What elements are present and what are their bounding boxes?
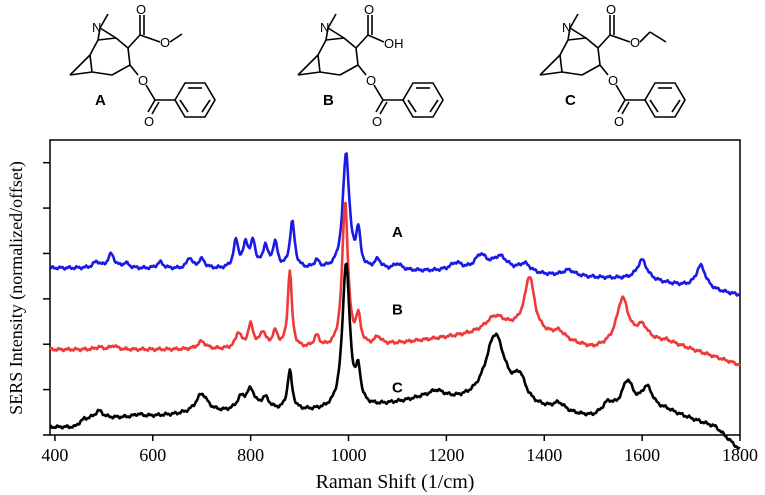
spectrum-line-c — [49, 262, 741, 450]
oxygen-atom-b2: O — [366, 73, 376, 88]
oxygen-atom-b1: O — [364, 2, 374, 17]
x-tick-label: 1800 — [722, 445, 758, 465]
nitrogen-atom-a: N — [92, 20, 101, 35]
oxygen-atom-c1: O — [606, 2, 616, 17]
x-axis-ticks: 400 600 800 1000 1200 1400 1600 1800 — [41, 435, 758, 465]
oxygen-atom-a3: O — [138, 73, 148, 88]
structure-a: N O O O O A — [69, 2, 216, 129]
x-tick-label: 600 — [139, 445, 166, 465]
oxygen-atom-a1: O — [136, 2, 146, 17]
y-axis-title: SERS Intensity (normalized/offset) — [6, 161, 27, 415]
plot-frame — [49, 139, 741, 436]
nitrogen-atom-b: N — [320, 20, 329, 35]
oxygen-atom-c2: O — [630, 35, 640, 50]
oxygen-atom-a4: O — [144, 114, 154, 129]
nitrogen-atom-c: N — [562, 20, 571, 35]
trace-label-b: B — [392, 302, 403, 319]
x-axis-title: Raman Shift (1/cm) — [316, 471, 475, 493]
x-tick-label: 800 — [237, 445, 264, 465]
oxygen-atom-b3: O — [372, 114, 382, 129]
hydroxyl-atom-b: OH — [384, 36, 404, 51]
x-tick-label: 1600 — [624, 445, 660, 465]
spectra-lines — [48, 152, 741, 450]
trace-labels: A B C — [392, 224, 403, 396]
spectrum-line-a — [49, 152, 741, 297]
trace-label-c: C — [392, 379, 403, 396]
y-axis-ticks — [43, 161, 50, 436]
x-tick-label: 1400 — [526, 445, 562, 465]
structure-c: N O O O O C — [539, 2, 686, 129]
spectra-chart: 400 600 800 1000 1200 1400 1600 1800 A B C Raman … — [6, 139, 758, 493]
x-tick-label: 1200 — [428, 445, 464, 465]
oxygen-atom-c4: O — [614, 114, 624, 129]
x-tick-label: 1000 — [331, 445, 367, 465]
trace-label-a: A — [392, 224, 403, 241]
oxygen-atom-a2: O — [160, 35, 170, 50]
oxygen-atom-c3: O — [608, 73, 618, 88]
structure-b: N OH O O O B — [297, 2, 444, 129]
spectrum-line-b — [48, 201, 741, 367]
structure-label-a: A — [95, 92, 106, 109]
structure-label-c: C — [565, 92, 576, 109]
structure-label-b: B — [323, 92, 334, 109]
x-tick-label: 400 — [41, 445, 68, 465]
